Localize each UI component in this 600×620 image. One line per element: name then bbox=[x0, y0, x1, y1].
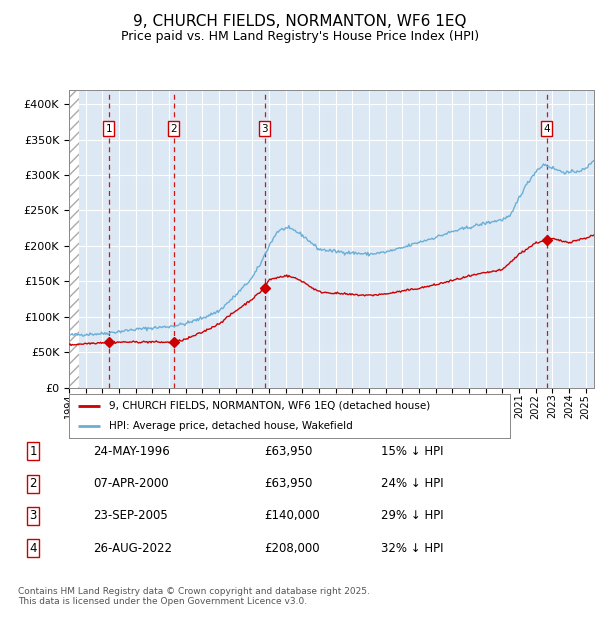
Text: 32% ↓ HPI: 32% ↓ HPI bbox=[381, 542, 443, 554]
Text: 24% ↓ HPI: 24% ↓ HPI bbox=[381, 477, 443, 490]
Text: 2: 2 bbox=[29, 477, 37, 490]
Text: 1: 1 bbox=[106, 123, 112, 133]
Text: 9, CHURCH FIELDS, NORMANTON, WF6 1EQ: 9, CHURCH FIELDS, NORMANTON, WF6 1EQ bbox=[133, 14, 467, 29]
Text: 3: 3 bbox=[29, 510, 37, 522]
Text: 1: 1 bbox=[29, 445, 37, 458]
Text: 2: 2 bbox=[170, 123, 177, 133]
Text: Price paid vs. HM Land Registry's House Price Index (HPI): Price paid vs. HM Land Registry's House … bbox=[121, 30, 479, 43]
Text: 26-AUG-2022: 26-AUG-2022 bbox=[93, 542, 172, 554]
Text: 29% ↓ HPI: 29% ↓ HPI bbox=[381, 510, 443, 522]
Text: 3: 3 bbox=[261, 123, 268, 133]
Text: £140,000: £140,000 bbox=[264, 510, 320, 522]
Text: 9, CHURCH FIELDS, NORMANTON, WF6 1EQ (detached house): 9, CHURCH FIELDS, NORMANTON, WF6 1EQ (de… bbox=[109, 401, 430, 411]
Text: £63,950: £63,950 bbox=[264, 477, 313, 490]
Text: HPI: Average price, detached house, Wakefield: HPI: Average price, detached house, Wake… bbox=[109, 421, 352, 432]
Text: 24-MAY-1996: 24-MAY-1996 bbox=[93, 445, 170, 458]
Bar bbox=[69, 90, 79, 387]
Text: 23-SEP-2005: 23-SEP-2005 bbox=[93, 510, 168, 522]
Text: 15% ↓ HPI: 15% ↓ HPI bbox=[381, 445, 443, 458]
Text: £208,000: £208,000 bbox=[264, 542, 320, 554]
Text: Contains HM Land Registry data © Crown copyright and database right 2025.
This d: Contains HM Land Registry data © Crown c… bbox=[18, 587, 370, 606]
Text: 07-APR-2000: 07-APR-2000 bbox=[93, 477, 169, 490]
Text: £63,950: £63,950 bbox=[264, 445, 313, 458]
Text: 4: 4 bbox=[543, 123, 550, 133]
Text: 4: 4 bbox=[29, 542, 37, 554]
